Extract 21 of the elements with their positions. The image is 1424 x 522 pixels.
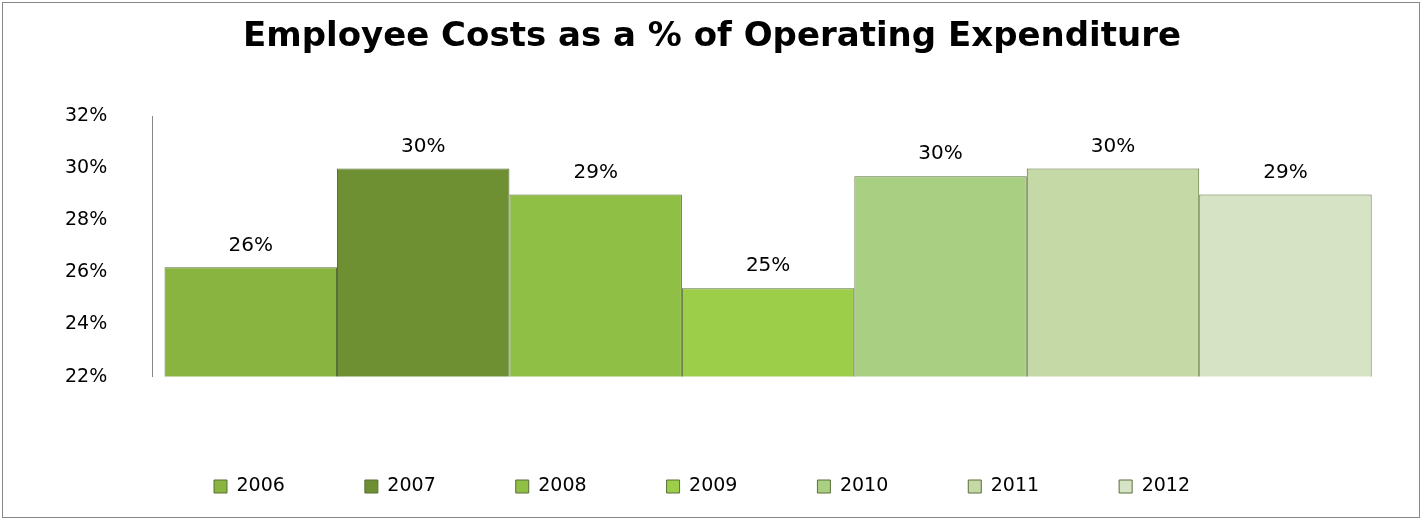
legend-label: 2008: [538, 473, 587, 496]
y-tick-label: 30%: [65, 155, 108, 178]
legend-label: 2011: [990, 473, 1040, 496]
y-tick-label: 32%: [65, 103, 108, 126]
y-tick-label: 24%: [65, 311, 108, 334]
y-tick-label: 26%: [65, 259, 108, 282]
data-label: 30%: [918, 140, 963, 165]
data-label: 26%: [228, 231, 273, 256]
y-tick-label: 28%: [65, 207, 108, 230]
data-label: 29%: [1263, 158, 1308, 183]
data-label: 25%: [745, 252, 791, 277]
data-label: 30%: [400, 132, 446, 157]
legend-label: 2012: [1141, 473, 1190, 496]
legend-label: 2006: [236, 473, 285, 496]
legend-label: 2007: [387, 473, 436, 496]
legend-label: 2010: [839, 473, 889, 496]
y-tick-label: 22%: [65, 363, 108, 386]
data-label: 30%: [1090, 132, 1136, 157]
legend-label: 2009: [689, 473, 738, 496]
chart-title: Employee Costs as a % of Operating Expenditure: [242, 14, 1182, 54]
data-label: 29%: [573, 158, 618, 183]
